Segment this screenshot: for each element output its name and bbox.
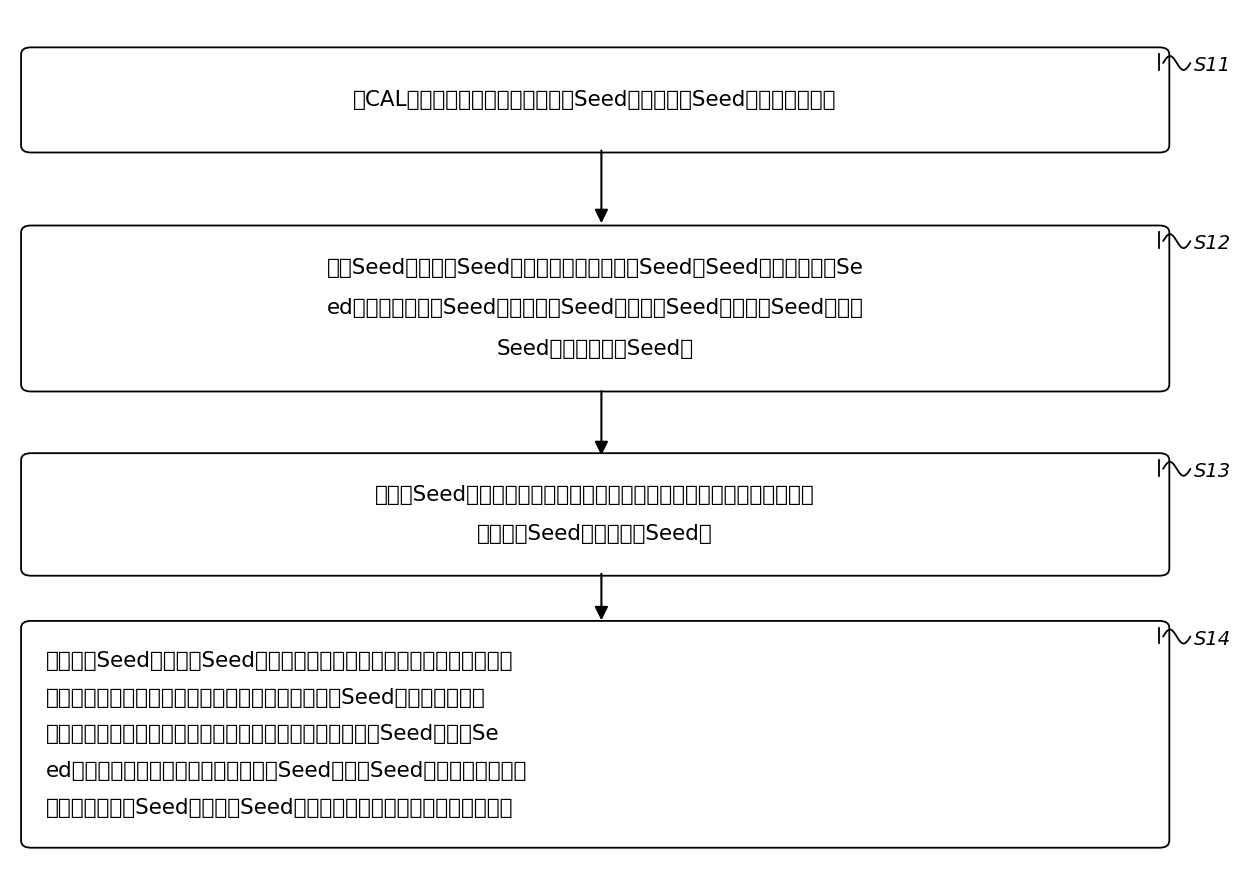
Text: Seed集，得到第一Seed集: Seed集，得到第一Seed集 (497, 339, 693, 359)
Text: 从第一Seed集中筛选出待比对序列上覆盖待比对序列同一碱基片段碱基最: 从第一Seed集中筛选出待比对序列上覆盖待比对序列同一碱基片段碱基最 (376, 485, 815, 505)
FancyBboxPatch shape (21, 226, 1169, 391)
FancyBboxPatch shape (21, 47, 1169, 153)
Text: 经过筛选的最长Seed集和目标Seed集，以更少的数据量进行基因序列比对: 经过筛选的最长Seed集和目标Seed集，以更少的数据量进行基因序列比对 (46, 798, 513, 818)
Text: 遍历第一Seed集，按照Seed的终止位置从大到小排列，从待比对序列上的: 遍历第一Seed集，按照Seed的终止位置从大到小排列，从待比对序列上的 (46, 651, 513, 671)
Text: S12: S12 (1194, 234, 1231, 253)
FancyBboxPatch shape (21, 620, 1169, 848)
Text: ed重新拼接为新的Seed，得到拼接Seed，将拼接Seed替代线性Seed保存至: ed重新拼接为新的Seed，得到拼接Seed，将拼接Seed替代线性Seed保存… (327, 298, 863, 319)
Text: S11: S11 (1194, 56, 1231, 75)
Text: 长的最长Seed，得到最长Seed集: 长的最长Seed，得到最长Seed集 (477, 524, 713, 544)
Text: ed，得到包括各目标碱基片段中的目标Seed的目标Seed集，以便后续利用: ed，得到包括各目标碱基片段中的目标Seed的目标Seed集，以便后续利用 (46, 761, 527, 781)
Text: 利用Seed集中线性Seed的候选比对位置和线性Seed的Seed信息，将线性Se: 利用Seed集中线性Seed的候选比对位置和线性Seed的Seed信息，将线性S… (327, 258, 863, 278)
Text: S14: S14 (1194, 629, 1231, 648)
Text: 每个目标碱基片段中筛选出覆盖目标碱基片段、每个Seed在参考序列中的: 每个目标碱基片段中筛选出覆盖目标碱基片段、每个Seed在参考序列中的 (46, 687, 486, 707)
Text: 在CAL表中查找与待比对序列对应的Seed集中的每个Seed的候选比对位置: 在CAL表中查找与待比对序列对应的Seed集中的每个Seed的候选比对位置 (353, 90, 837, 110)
FancyBboxPatch shape (21, 454, 1169, 576)
Text: 出现次数之和小于等于预设的出现阈值且终止位置大于无效Seed的目标Se: 出现次数之和小于等于预设的出现阈值且终止位置大于无效Seed的目标Se (46, 724, 500, 745)
Text: S13: S13 (1194, 462, 1231, 481)
